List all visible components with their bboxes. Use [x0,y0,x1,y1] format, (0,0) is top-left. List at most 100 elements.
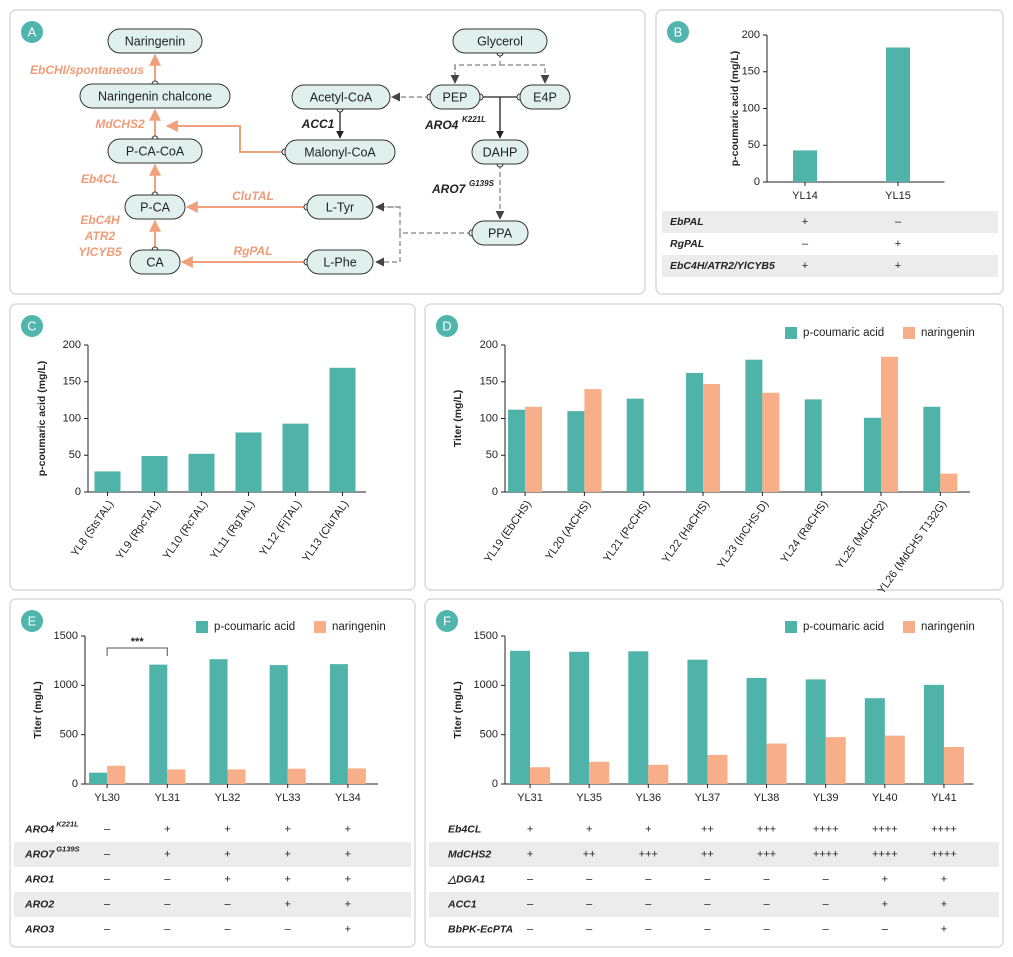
bar [282,423,309,492]
table-row-label: RgPAL [670,238,704,250]
y-tick-label: 50 [486,449,498,461]
bar [329,367,356,492]
bar [569,651,590,784]
bar [235,432,262,492]
panel-badge [436,315,458,337]
table-cell: – [104,898,111,910]
table-cell: + [224,873,230,885]
y-tick-label: 150 [480,376,498,388]
panel-letter: D [442,318,451,333]
table-cell: – [104,873,111,885]
bar [923,684,944,784]
table-row-label: ACC1 [447,898,477,910]
pathway: A Naringenin Naringenin chalcone P-CA-Co… [21,21,571,275]
x-tick-label: YL31 [517,792,543,804]
regulator-label: ARO7 [431,182,467,196]
arrow [376,206,472,262]
y-tick-label: 1000 [474,679,498,691]
table-cell: – [645,873,652,885]
bar [805,679,826,784]
table-row-label: BbPK-EcPTA [448,923,513,935]
table-cell: – [823,923,830,935]
significance-label: *** [131,636,145,648]
bar [209,659,228,784]
table-cell: + [224,848,230,860]
bar [886,47,910,183]
y-axis-label: Titer (mg/L) [452,681,464,739]
panel-badge [21,315,43,337]
table-cell: + [802,260,808,272]
y-tick-label: 150 [742,66,760,78]
bar [864,698,885,784]
regulator-sup: G139S [469,179,495,188]
y-tick-label: 50 [69,449,81,461]
x-tick-label: YL34 [335,792,361,804]
node [107,138,203,164]
node [129,249,181,275]
table-cell: – [285,923,292,935]
y-tick-label: 500 [60,729,78,741]
table-row-label: ARO2 [24,898,54,910]
y-tick-label: 100 [480,412,498,424]
panel-letter: C [27,318,36,333]
node-label: DAHP [483,145,518,159]
table-cell: – [645,898,652,910]
enzyme-label: EbC4H [80,213,120,227]
x-tick-label: YL41 [931,792,957,804]
table-row-shade [662,255,998,277]
table-cell: ++++ [813,848,839,860]
table-row-shade [662,211,998,233]
table-cell: + [164,848,170,860]
node-label: PEP [442,90,467,104]
bar [687,659,708,784]
y-axis-label: Titer (mg/L) [32,681,44,739]
enzyme-label: EbCHI/spontaneous [30,63,144,77]
node [519,84,571,110]
table-cell: + [586,823,592,835]
bar [149,664,168,784]
table-cell: – [764,898,771,910]
table-cell: + [284,823,290,835]
enzyme-label: YlCYB5 [78,245,122,259]
bar [825,737,846,784]
bar [686,372,704,492]
panel-badge [21,610,43,632]
table-cell: +++ [639,848,658,860]
y-tick-label: 500 [480,729,498,741]
arrow [165,120,285,153]
node-label: L-Phe [323,255,356,269]
node-label: Malonyl-CoA [304,145,376,159]
table-cell: – [104,848,111,860]
legend-swatch [785,621,797,633]
table-row-shade [14,892,411,917]
legend-label: naringenin [921,621,975,633]
table-row-label: ARO4 [24,823,54,835]
node [291,84,391,110]
table-cell: + [345,823,351,835]
table-cell: ++++ [872,823,898,835]
table-row-label: EbC4H/ATR2/YlCYB5 [670,260,775,272]
bar [584,389,602,492]
legend-swatch [314,621,326,633]
table-cell: – [104,923,111,935]
table-cell: – [802,238,809,250]
y-tick-label: 1000 [54,679,78,691]
node [284,139,396,165]
bar [567,411,585,492]
bar [510,650,531,784]
bar [141,455,168,492]
bar [943,747,964,784]
bar [703,383,721,492]
table-cell: + [164,823,170,835]
y-tick-label: 0 [492,486,498,498]
table-cell: + [895,260,901,272]
legend-swatch [785,327,797,339]
x-tick-label: YL33 [275,792,301,804]
node [471,220,529,246]
bar [745,359,763,492]
node [306,249,374,275]
table-cell: + [224,823,230,835]
table-cell: + [284,873,290,885]
table-row-shade [14,842,411,867]
legend-swatch [903,327,915,339]
